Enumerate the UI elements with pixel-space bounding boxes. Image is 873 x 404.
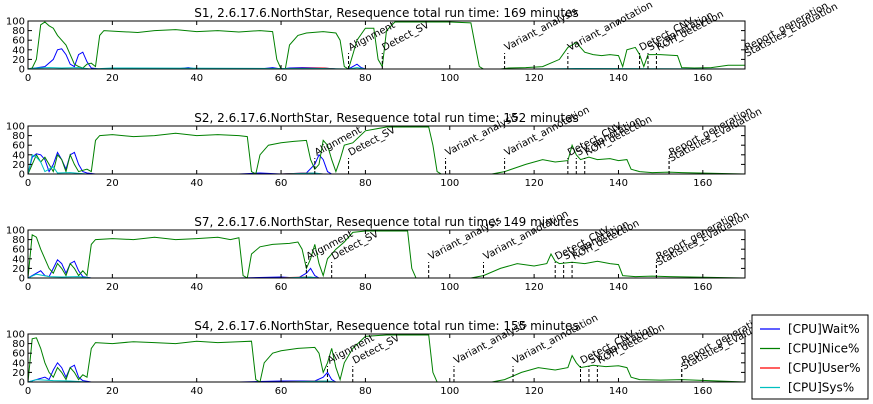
legend: [CPU]Wait% [CPU]Nice% [CPU]User% [CPU]Sys% — [751, 314, 869, 400]
x-tick-label: 140 — [609, 178, 628, 189]
x-tick-label: 160 — [693, 282, 712, 293]
series-line-cpuwait — [28, 151, 745, 174]
x-tick-label: 20 — [106, 178, 119, 189]
y-tick-label: 0 — [19, 65, 25, 76]
x-tick-label: 60 — [275, 178, 288, 189]
y-tick-label: 80 — [12, 26, 25, 37]
series-line-cpunice — [28, 230, 745, 278]
y-tick-label: 80 — [12, 339, 25, 350]
y-tick-label: 60 — [12, 245, 25, 256]
x-tick-label: 160 — [693, 73, 712, 84]
chart-panel-2: S2, 2.6.17.6.NorthStar, Resequence total… — [6, 105, 764, 189]
y-tick-label: 20 — [12, 55, 25, 66]
x-tick-label: 100 — [440, 386, 459, 397]
x-tick-label: 120 — [525, 282, 544, 293]
x-tick-label: 40 — [190, 178, 203, 189]
x-tick-label: 80 — [359, 282, 372, 293]
x-tick-label: 100 — [440, 282, 459, 293]
x-tick-label: 120 — [525, 73, 544, 84]
x-tick-label: 100 — [440, 178, 459, 189]
series-line-cpuwait — [28, 258, 745, 278]
y-tick-label: 60 — [12, 349, 25, 360]
y-tick-label: 20 — [12, 368, 25, 379]
x-tick-label: 160 — [693, 386, 712, 397]
x-tick-label: 100 — [440, 73, 459, 84]
y-tick-label: 80 — [12, 131, 25, 142]
y-tick-label: 40 — [12, 150, 25, 161]
y-tick-label: 100 — [6, 17, 25, 28]
y-tick-label: 20 — [12, 160, 25, 171]
x-tick-label: 40 — [190, 386, 203, 397]
y-tick-label: 0 — [19, 274, 25, 285]
x-tick-label: 140 — [609, 73, 628, 84]
step-label: Statistics_Evaluation — [667, 106, 764, 164]
x-tick-label: 120 — [525, 178, 544, 189]
chart-title: S2, 2.6.17.6.NorthStar, Resequence total… — [194, 111, 578, 125]
x-tick-label: 80 — [359, 73, 372, 84]
chart-panel-4: S4, 2.6.17.6.NorthStar, Resequence total… — [6, 313, 777, 397]
y-tick-label: 60 — [12, 36, 25, 47]
chart-panel-1: S1, 2.6.17.6.NorthStar, Resequence total… — [6, 0, 840, 84]
x-tick-label: 60 — [275, 282, 288, 293]
y-tick-label: 100 — [6, 226, 25, 237]
step-label: Statistics_Evaluation — [655, 210, 752, 268]
x-tick-label: 0 — [25, 386, 31, 397]
legend-label: [CPU]Sys% — [788, 381, 854, 395]
chart-title: S7, 2.6.17.6.NorthStar, Resequence total… — [194, 215, 578, 229]
x-tick-label: 20 — [106, 386, 119, 397]
y-tick-label: 40 — [12, 45, 25, 56]
y-tick-label: 40 — [12, 358, 25, 369]
chart-title: S4, 2.6.17.6.NorthStar, Resequence total… — [194, 319, 578, 333]
legend-label: [CPU]Wait% — [788, 322, 860, 336]
x-tick-label: 80 — [359, 178, 372, 189]
x-tick-label: 160 — [693, 178, 712, 189]
chart-title: S1, 2.6.17.6.NorthStar, Resequence total… — [194, 6, 578, 20]
y-tick-label: 60 — [12, 141, 25, 152]
y-tick-label: 0 — [19, 170, 25, 181]
plot-frame — [27, 229, 746, 279]
legend-label: [CPU]Nice% — [788, 342, 859, 356]
x-tick-label: 40 — [190, 73, 203, 84]
x-tick-label: 40 — [190, 282, 203, 293]
y-tick-label: 0 — [19, 378, 25, 389]
y-tick-label: 80 — [12, 235, 25, 246]
x-tick-label: 140 — [609, 282, 628, 293]
chart-panel-3: S7, 2.6.17.6.NorthStar, Resequence total… — [6, 209, 751, 293]
series-line-cpunice — [28, 126, 745, 174]
plot-frame — [27, 333, 746, 383]
x-tick-label: 0 — [25, 73, 31, 84]
x-tick-label: 60 — [275, 386, 288, 397]
plot-frame — [27, 125, 746, 175]
x-tick-label: 0 — [25, 178, 31, 189]
x-tick-label: 20 — [106, 73, 119, 84]
step-label: Statistics_Evaluation — [743, 1, 840, 59]
x-tick-label: 0 — [25, 282, 31, 293]
y-tick-label: 100 — [6, 122, 25, 133]
x-tick-label: 140 — [609, 386, 628, 397]
series-line-cpuwait — [28, 361, 745, 382]
legend-label: [CPU]User% — [788, 361, 861, 375]
y-tick-label: 20 — [12, 264, 25, 275]
y-tick-label: 40 — [12, 254, 25, 265]
x-tick-label: 20 — [106, 282, 119, 293]
x-tick-label: 60 — [275, 73, 288, 84]
series-line-cpuwait — [28, 48, 745, 69]
x-tick-label: 120 — [525, 386, 544, 397]
series-line-cpunice — [28, 334, 745, 382]
y-tick-label: 100 — [6, 330, 25, 341]
x-tick-label: 80 — [359, 386, 372, 397]
plot-frame — [27, 20, 746, 70]
